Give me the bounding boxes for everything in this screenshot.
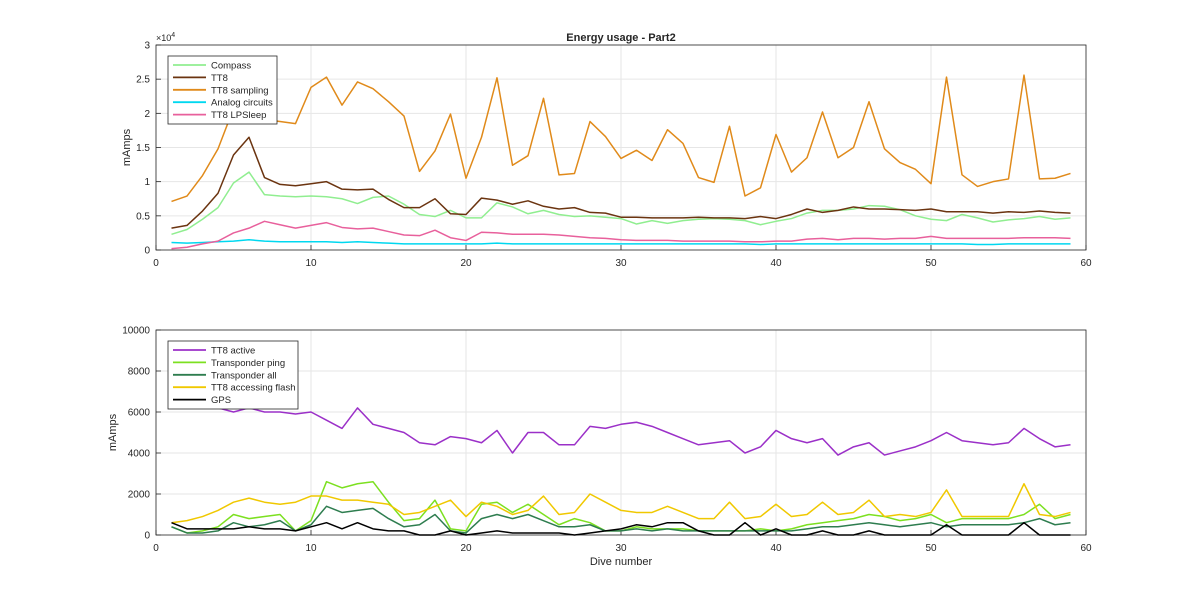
x-tick-label: 60 (1080, 543, 1092, 554)
legend-label: GPS (211, 395, 231, 406)
series-line (171, 171, 1071, 235)
top-y-axis-label: mAmps (121, 128, 133, 166)
top-plot: 0 10 20 30 40 50 60 0 0.5 1 1.5 2 2.5 3 Energy usage … (121, 32, 1092, 269)
y-exponent-base: ×10 (156, 33, 171, 43)
y-tick-label: 0 (144, 531, 150, 542)
top-plot-ticks: 0 10 20 30 40 50 60 0 0.5 1 1.5 2 2.5 3 (136, 41, 1092, 270)
legend-label: Analog circuits (211, 98, 273, 109)
y-tick-label: 0 (144, 246, 150, 257)
series-line (171, 74, 1071, 203)
y-tick-label: 4000 (128, 449, 151, 460)
series-line (171, 521, 1071, 536)
series-line (171, 505, 1071, 534)
x-tick-label: 20 (460, 258, 472, 269)
bottom-plot-series (171, 398, 1071, 536)
y-tick-label: 1 (144, 177, 150, 188)
chart-title: Energy usage - Part2 (566, 32, 675, 44)
y-exponent-label: ×104 (156, 32, 175, 43)
legend-label: Compass (211, 61, 251, 72)
y-exponent-power: 4 (171, 32, 175, 39)
series-line (171, 483, 1071, 524)
x-tick-label: 10 (305, 258, 317, 269)
y-tick-label: 8000 (128, 367, 151, 378)
top-plot-series (171, 74, 1071, 250)
x-tick-label: 60 (1080, 258, 1092, 269)
series-line (171, 239, 1071, 246)
legend-label: TT8 active (211, 346, 255, 357)
x-tick-label: 0 (153, 543, 159, 554)
y-tick-label: 3 (144, 41, 150, 52)
y-tick-label: 1.5 (136, 143, 150, 154)
x-tick-label: 0 (153, 258, 159, 269)
y-tick-label: 10000 (122, 326, 150, 337)
y-tick-label: 6000 (128, 408, 151, 419)
x-tick-label: 30 (615, 258, 627, 269)
x-tick-label: 40 (770, 543, 782, 554)
bottom-plot: 0 10 20 30 40 50 60 0 2000 4000 6000 8000 10000 Dive… (107, 326, 1092, 569)
y-tick-label: 0.5 (136, 211, 150, 222)
x-tick-label: 20 (460, 543, 472, 554)
series-line (171, 136, 1071, 229)
series-line (171, 398, 1071, 456)
x-tick-label: 30 (615, 543, 627, 554)
legend-label: Transponder all (211, 370, 277, 381)
y-tick-label: 2000 (128, 490, 151, 501)
x-axis-label: Dive number (590, 556, 653, 568)
bottom-y-axis-label: mAmps (107, 413, 119, 451)
legend-label: Transponder ping (211, 358, 285, 369)
legend-label: TT8 accessing flash (211, 383, 295, 394)
x-tick-label: 40 (770, 258, 782, 269)
legend-label: TT8 LPSleep (211, 110, 266, 121)
x-tick-label: 50 (925, 543, 937, 554)
y-tick-label: 2 (144, 109, 150, 120)
x-tick-label: 50 (925, 258, 937, 269)
legend-label: TT8 (211, 73, 228, 84)
series-line (171, 220, 1071, 250)
legend-label: TT8 sampling (211, 85, 269, 96)
x-tick-label: 10 (305, 543, 317, 554)
y-tick-label: 2.5 (136, 75, 150, 86)
